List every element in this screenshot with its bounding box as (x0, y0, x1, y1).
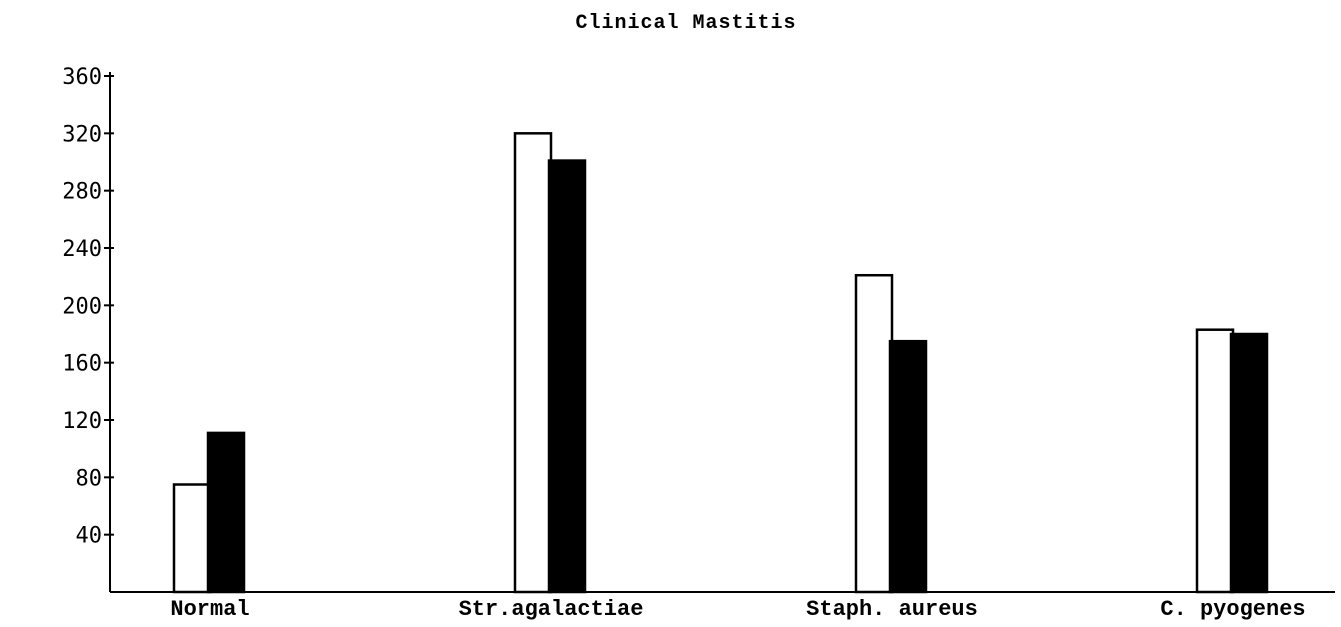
category-label: Str.agalactiae (459, 597, 644, 622)
y-tick-label: 120 (62, 409, 102, 434)
bar-white-3 (1195, 328, 1235, 594)
category-label: Normal (170, 597, 249, 622)
y-tick-label: 80 (76, 466, 103, 491)
bar-black-1 (547, 159, 587, 594)
bar-white-2 (854, 273, 894, 594)
bar-white-1 (513, 132, 553, 594)
y-axis-ticks: 40 80 120 160 200 240 280 320 360 (62, 65, 114, 549)
y-tick-label: 40 (76, 524, 103, 549)
y-tick-label: 200 (62, 294, 102, 319)
category-label: Staph. aureus (806, 597, 978, 622)
y-tick-label: 360 (62, 65, 102, 90)
y-tick-label: 160 (62, 352, 102, 377)
y-tick-label: 240 (62, 237, 102, 262)
bar-white-0 (172, 483, 212, 594)
y-tick-label: 320 (62, 122, 102, 147)
bar-black-2 (888, 339, 928, 594)
chart-title: Clinical Mastitis (575, 12, 796, 35)
category-label: C. pyogenes (1160, 597, 1305, 622)
axes (109, 72, 1335, 593)
y-tick-label: 280 (62, 180, 102, 205)
bar-black-0 (206, 431, 246, 594)
bars (172, 132, 1269, 594)
bar-black-3 (1229, 332, 1269, 594)
category-labels: Normal Str.agalactiae Staph. aureus C. pyog… (170, 597, 1305, 622)
